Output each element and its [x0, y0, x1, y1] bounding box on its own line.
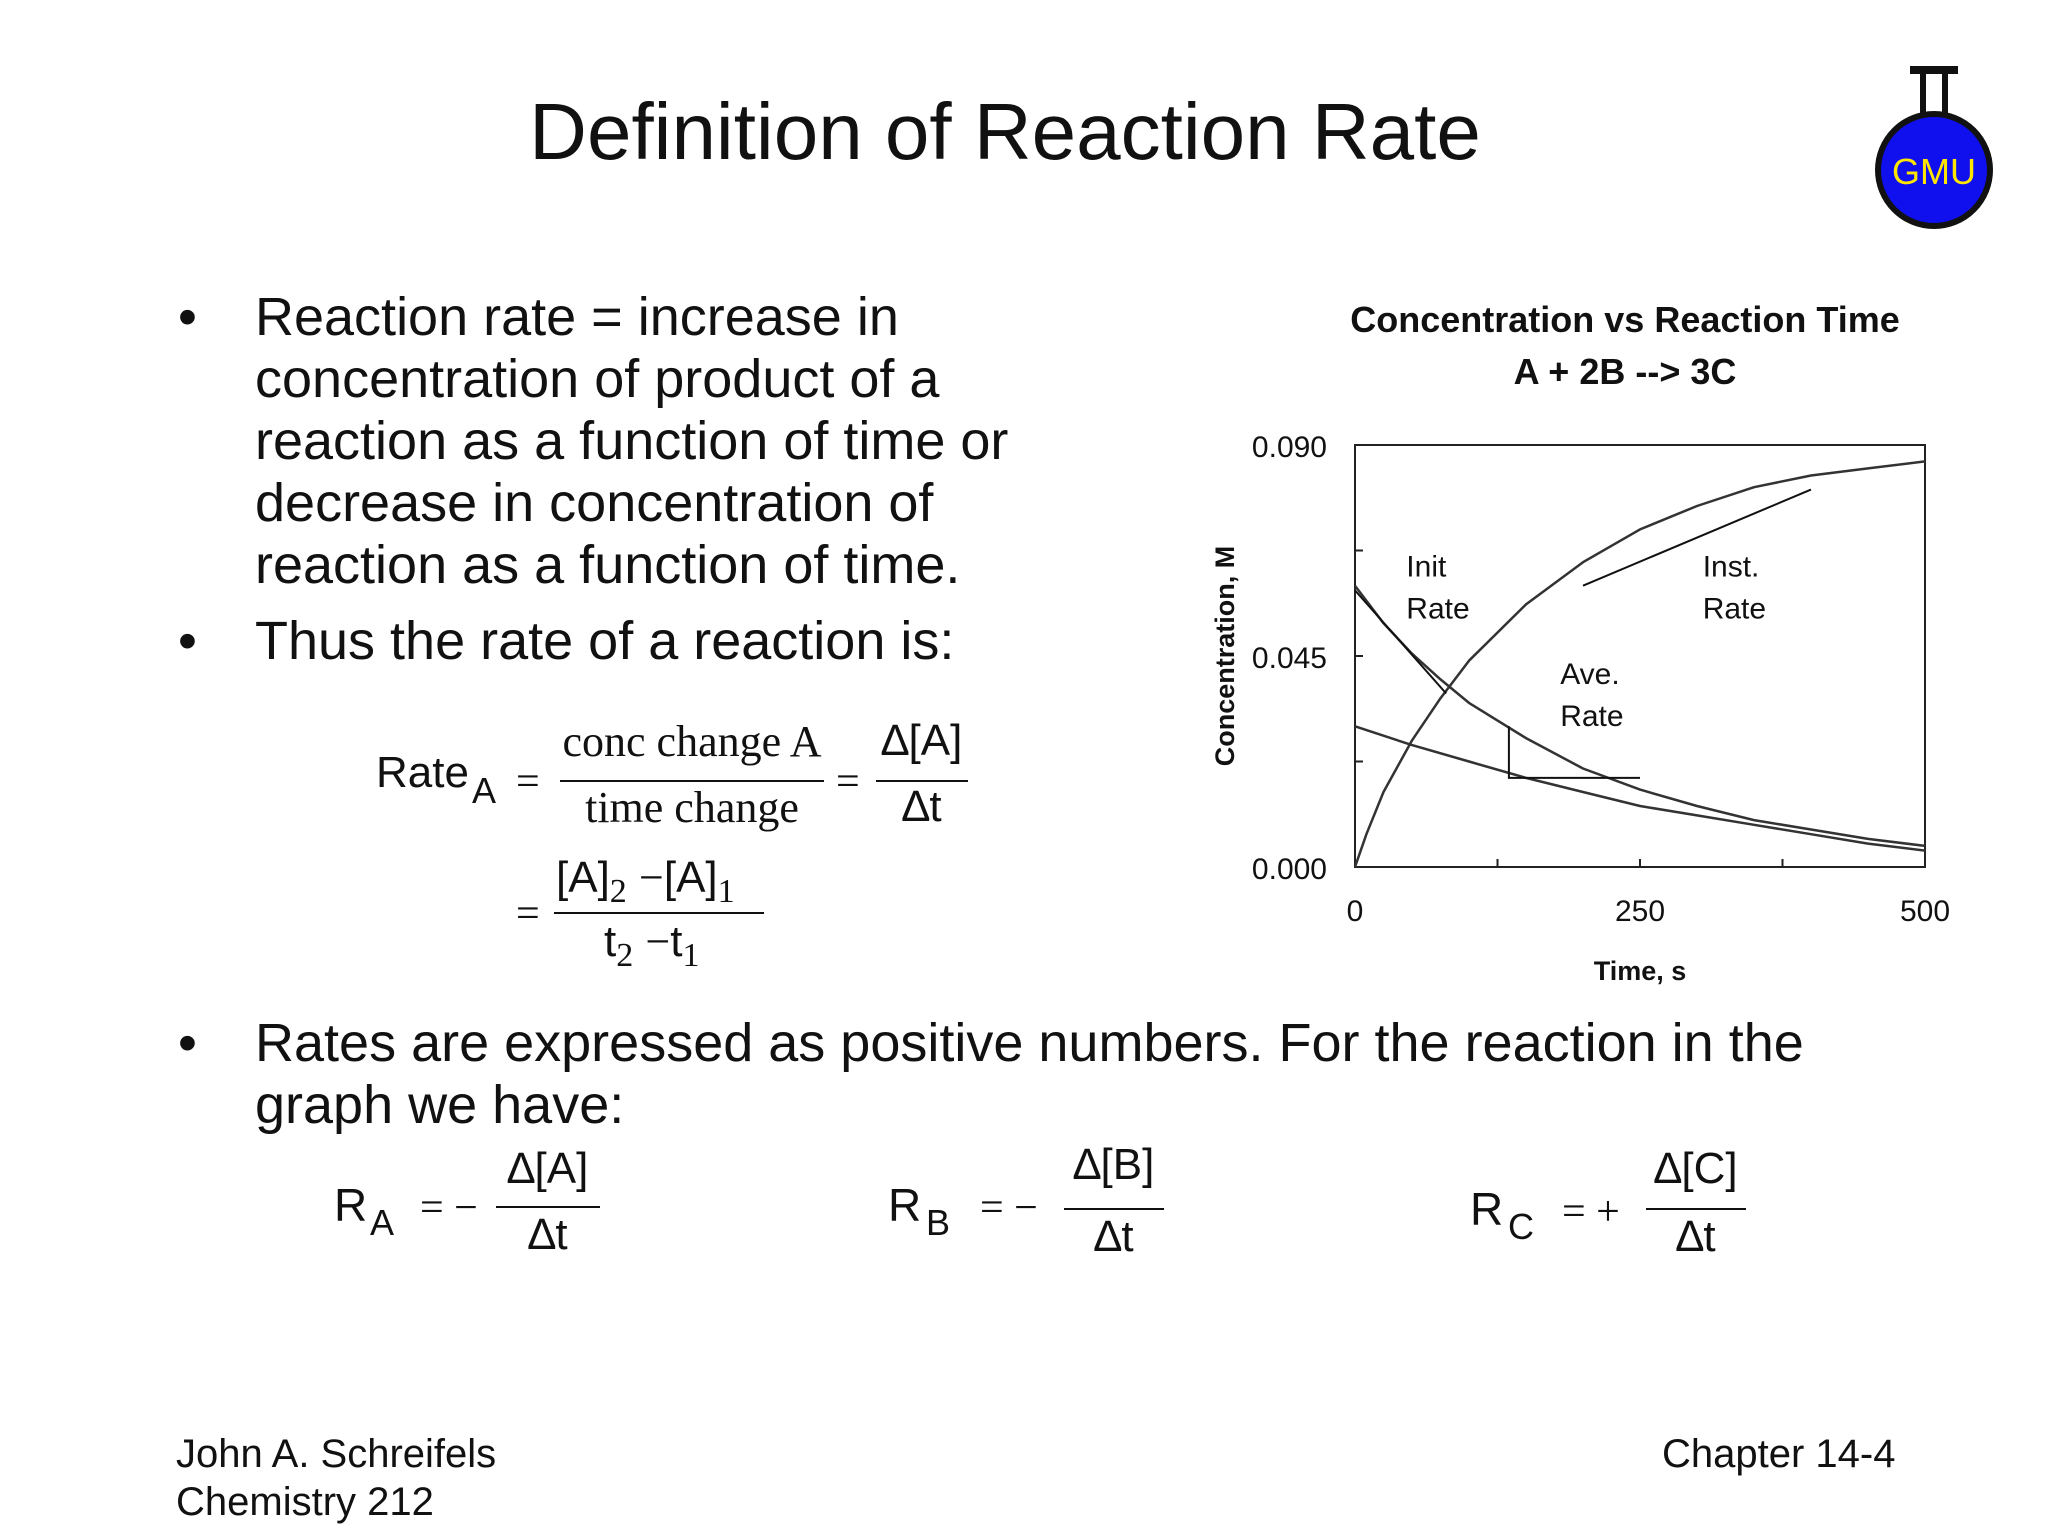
chart-annotation-3: Rate [1560, 700, 1623, 733]
eq-rate-lhs-subscript: A [472, 770, 497, 811]
eq-frac3-denominator: t2 −t1 [604, 916, 700, 975]
rate-a-denominator: ∆t [528, 1210, 568, 1259]
eq-frac2-denominator: ∆t [902, 782, 942, 831]
rate-b-lhs: R [888, 1179, 922, 1231]
rate-b-numerator: ∆[B] [1073, 1140, 1155, 1189]
rate-b-subscript: B [926, 1202, 951, 1243]
chart-subtitle: A + 2B --> 3C [1514, 351, 1737, 392]
rate-b-equation: R B = − ∆[B] ∆t [888, 1140, 1188, 1276]
concentration-vs-time-chart: Concentration vs Reaction Time A + 2B -->… [1210, 299, 1950, 986]
eq-frac3-num-b: [A] [663, 853, 718, 902]
chart-annotation-2: Inst. [1703, 550, 1760, 583]
chart-annotation-3: Ave. [1560, 658, 1620, 691]
eq-frac1-bar [560, 780, 824, 782]
eq-frac3-den-b: t [670, 917, 683, 966]
flask-bulb [1875, 111, 1993, 229]
rate-b-operator: = − [980, 1185, 1038, 1231]
rate-c-operator: = + [1562, 1189, 1620, 1235]
eq-equals-1: = [516, 759, 540, 805]
eq-frac3-num-a-sub: 2 [609, 872, 627, 910]
chart-annotation-2: Rate [1703, 592, 1766, 625]
rate-c-subscript: C [1508, 1206, 1534, 1247]
rate-b-denominator: ∆t [1094, 1212, 1134, 1261]
rate-a-numerator: ∆[A] [507, 1144, 589, 1193]
eq-frac3-den-a-sub: 2 [616, 936, 634, 974]
instantaneous-rate-tangent [1582, 488, 1812, 587]
eq-frac1-numerator: conc change A [562, 717, 822, 766]
footer-author: John A. Schreifels [176, 1432, 497, 1476]
x-axis-label: Time, s [1594, 956, 1687, 986]
rate-c-bar [1646, 1208, 1746, 1210]
y-axis-label: Concentration, M [1210, 546, 1240, 767]
x-tick-label: 250 [1615, 895, 1665, 928]
rate-c-numerator: ∆[C] [1654, 1144, 1738, 1193]
gmu-flask-logo: GMU [1875, 66, 1993, 229]
rate-c-denominator: ∆t [1676, 1212, 1716, 1261]
chart-plot-frame [1354, 444, 1926, 868]
slide-title: Definition of Reaction Rate [529, 87, 1481, 176]
series-line-2 [1354, 725, 1926, 852]
initial-rate-tangent [1354, 589, 1447, 695]
flask-neck-left [1920, 72, 1926, 134]
eq-rate-lhs: Rate [376, 748, 469, 797]
eq-frac3-num-b-sub: 1 [717, 872, 735, 910]
eq-frac3-den-b-sub: 1 [682, 936, 700, 974]
eq-frac3-numerator: [A]2 −[A]1 [556, 852, 776, 911]
rate-b-bar [1064, 1208, 1164, 1210]
eq-frac3-bar [554, 912, 764, 914]
eq-frac2-numerator: ∆[A] [881, 716, 963, 765]
footer-course: Chemistry 212 [176, 1480, 434, 1524]
y-tick-label: 0.090 [1252, 431, 1327, 464]
rate-a-operator: = − [420, 1185, 478, 1231]
chart-annotation-1: Rate [1406, 592, 1469, 625]
chart-title: Concentration vs Reaction Time [1350, 299, 1899, 340]
rate-definition-equation: Rate A = conc change A time change = ∆[A… [376, 716, 1376, 990]
y-tick-label: 0.045 [1252, 642, 1327, 675]
bullet-reaction-rate-definition: Reaction rate = increase in concentratio… [255, 287, 1009, 595]
eq-frac3-den-a: t [604, 917, 617, 966]
eq-frac2-bar [876, 780, 968, 782]
rate-a-lhs: R [334, 1179, 368, 1231]
flask-neck-cap [1910, 66, 1958, 74]
series-line-3 [1353, 460, 1926, 868]
eq-frac1-denominator: time change [585, 783, 799, 832]
bullet-marker: • [178, 287, 197, 347]
eq-frac3-num-a: [A] [556, 853, 610, 902]
eq-equals-3: = [516, 891, 540, 937]
bullet-positive-rates: Rates are expressed as positive numbers.… [255, 1013, 1804, 1135]
chart-annotation-1: Init [1406, 550, 1447, 583]
rate-a-subscript: A [370, 1202, 395, 1243]
rate-c-lhs: R [1470, 1183, 1504, 1235]
bullet-marker: • [178, 611, 197, 671]
bullet-rate-intro: Thus the rate of a reaction is: [255, 611, 955, 671]
rate-c-equation: R C = + ∆[C] ∆t [1470, 1144, 1770, 1280]
x-tick-label: 500 [1900, 895, 1950, 928]
y-tick-label: 0.000 [1252, 853, 1327, 886]
eq-frac3-den-minus: − [645, 917, 671, 966]
average-rate-triangle [1507, 726, 1640, 779]
logo-text: GMU [1892, 151, 1976, 192]
flask-neck-right [1942, 72, 1948, 134]
rate-a-bar [496, 1206, 600, 1208]
bullet-marker: • [178, 1013, 197, 1073]
eq-equals-2: = [836, 759, 860, 805]
eq-frac3-minus: − [639, 853, 664, 902]
rate-a-equation: R A = − ∆[A] ∆t [334, 1144, 634, 1280]
footer-chapter: Chapter 14-4 [1662, 1432, 1896, 1476]
x-tick-label: 0 [1347, 895, 1364, 928]
